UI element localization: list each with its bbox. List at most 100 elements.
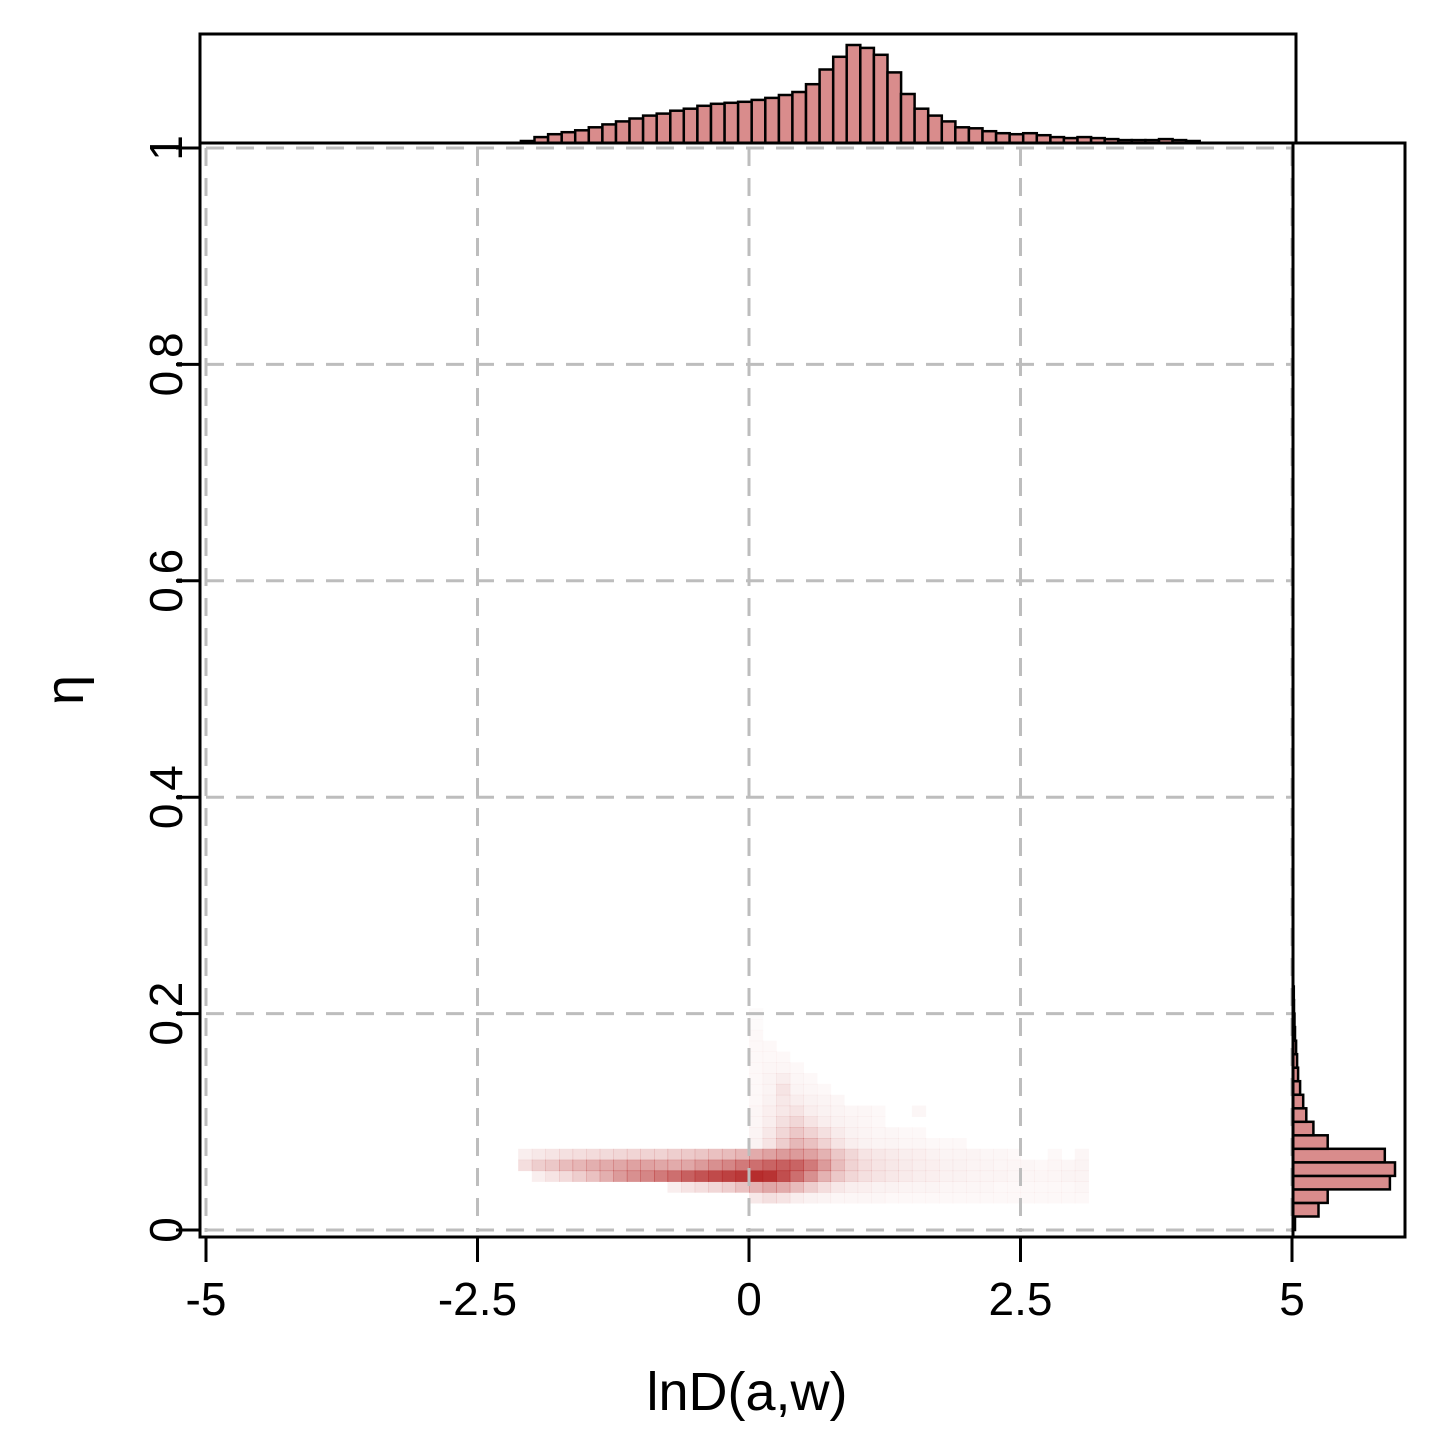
heatmap-cell	[749, 1052, 763, 1063]
heatmap-cell	[926, 1138, 940, 1149]
heatmap-cell	[803, 1170, 818, 1182]
top-histogram-bar	[641, 114, 658, 145]
top-histogram-bar	[764, 96, 781, 145]
heatmap-cell	[898, 1159, 913, 1172]
right-histogram-bar	[1291, 1147, 1387, 1164]
heatmap-cell	[749, 1019, 763, 1030]
heatmap-cell	[749, 1095, 763, 1106]
heatmap-cell	[776, 1116, 791, 1128]
heatmap-cell	[857, 1116, 872, 1128]
heatmap-cell	[763, 1052, 777, 1063]
heatmap-cell	[626, 1170, 641, 1182]
heatmap-cell	[925, 1148, 940, 1161]
heatmap-cell	[966, 1148, 981, 1161]
heatmap-cell	[816, 1148, 832, 1161]
heatmap-cell	[830, 1094, 845, 1107]
heatmap-cell	[1006, 1159, 1022, 1172]
heatmap-cell	[1047, 1159, 1062, 1172]
top-histogram-bar	[886, 71, 903, 145]
heatmap-cell	[803, 1138, 818, 1150]
right-marginal-histogram	[1291, 985, 1397, 1232]
heatmap-cell	[531, 1148, 546, 1161]
heatmap-cell	[613, 1159, 628, 1172]
heatmap-cell	[776, 1181, 791, 1193]
heatmap-cell	[667, 1148, 682, 1161]
heatmap-cell	[531, 1159, 546, 1172]
heatmap-cell	[857, 1105, 872, 1117]
heatmap-cell	[681, 1181, 696, 1193]
heatmap-cell	[993, 1192, 1007, 1203]
heatmap-cell	[912, 1127, 926, 1138]
heatmap-cell	[803, 1159, 818, 1172]
heatmap-cell	[545, 1170, 560, 1182]
heatmap-cell	[681, 1170, 696, 1182]
heatmap-cell	[721, 1170, 737, 1182]
heatmap-cell	[1061, 1159, 1076, 1172]
heatmap-cell	[1007, 1181, 1021, 1192]
heatmap-cell	[1034, 1170, 1049, 1182]
heatmap-cell	[1074, 1170, 1089, 1182]
heatmap-cell	[1075, 1192, 1089, 1203]
heatmap-cell	[816, 1192, 832, 1204]
heatmap-cell	[993, 1148, 1008, 1161]
heatmap-cell	[871, 1159, 886, 1172]
heatmap-cell	[803, 1073, 817, 1084]
heatmap-cell	[885, 1192, 899, 1203]
heatmap-cell	[966, 1181, 981, 1193]
heatmap-cell	[735, 1181, 750, 1193]
top-histogram-bar	[736, 100, 753, 145]
x-tick-label: -5	[186, 1273, 227, 1325]
heatmap-cell	[789, 1127, 804, 1139]
heatmap-cell	[830, 1138, 845, 1150]
heatmap-cell	[816, 1170, 832, 1182]
heatmap-cell	[1074, 1159, 1089, 1172]
heatmap-cell	[844, 1181, 859, 1193]
heatmap-cell	[871, 1116, 885, 1127]
heatmap-cell	[871, 1106, 885, 1117]
heatmap-cell	[844, 1170, 859, 1182]
heatmap-cell	[911, 1170, 927, 1182]
heatmap-cell	[993, 1159, 1008, 1172]
heatmap-cell	[749, 1159, 764, 1172]
heatmap-cell	[844, 1105, 859, 1117]
heatmap-cell	[545, 1159, 560, 1172]
heatmap-cell	[1061, 1170, 1076, 1182]
heatmap-cell	[966, 1192, 980, 1203]
heatmap-cell	[762, 1181, 777, 1193]
heatmap-cell	[640, 1159, 655, 1172]
right-histogram-bar	[1291, 1188, 1329, 1205]
heatmap-cell	[789, 1116, 804, 1128]
right-histogram-bar	[1291, 1134, 1329, 1151]
heatmap-cell	[640, 1170, 655, 1182]
heatmap-cell	[776, 1094, 791, 1107]
top-histogram-bar	[750, 98, 767, 145]
top-marginal-histogram	[198, 32, 1298, 145]
heatmap-cell	[816, 1116, 832, 1128]
heatmap-cell	[559, 1159, 574, 1172]
heatmap-cell	[694, 1181, 709, 1193]
heatmap-cell	[898, 1192, 912, 1203]
heatmap-cell	[1074, 1148, 1089, 1161]
heatmap-cell	[1048, 1149, 1062, 1160]
right-histogram-bar	[1291, 1093, 1305, 1110]
heatmap-cell	[586, 1159, 601, 1172]
heatmap-cell	[789, 1073, 804, 1085]
heatmap-cell	[884, 1127, 899, 1139]
top-histogram-bar	[913, 107, 930, 145]
heatmap-cell	[844, 1192, 859, 1204]
heatmap-cell	[1048, 1181, 1062, 1192]
heatmap-cell	[939, 1138, 953, 1149]
heatmap-cell	[762, 1170, 777, 1182]
heatmap-cell	[830, 1181, 845, 1193]
heatmap-cell	[667, 1181, 682, 1193]
heatmap-cell	[776, 1138, 791, 1150]
heatmap-cell	[776, 1052, 790, 1063]
heatmap-cell	[952, 1148, 967, 1161]
heatmap-cell	[599, 1148, 614, 1161]
heatmap-cell	[613, 1148, 628, 1161]
top-histogram-bar	[601, 123, 618, 145]
heatmap-cell	[776, 1062, 791, 1074]
heatmap-cell	[749, 1181, 764, 1193]
heatmap-cell	[830, 1159, 845, 1172]
